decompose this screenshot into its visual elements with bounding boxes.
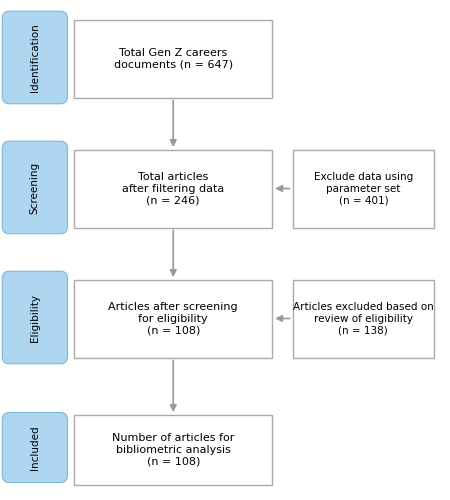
Text: Included: Included bbox=[30, 425, 40, 470]
FancyBboxPatch shape bbox=[2, 141, 68, 234]
Bar bbox=[74, 280, 272, 357]
FancyBboxPatch shape bbox=[2, 11, 68, 104]
Text: Identification: Identification bbox=[30, 23, 40, 92]
Text: Articles after screening
for eligibility
(n = 108): Articles after screening for eligibility… bbox=[108, 302, 238, 336]
Text: Total Gen Z careers
documents (n = 647): Total Gen Z careers documents (n = 647) bbox=[114, 48, 233, 70]
Bar bbox=[74, 20, 272, 98]
Text: Total articles
after filtering data
(n = 246): Total articles after filtering data (n =… bbox=[122, 172, 225, 206]
Bar bbox=[292, 280, 434, 357]
FancyBboxPatch shape bbox=[2, 412, 68, 482]
Bar bbox=[74, 415, 272, 485]
Bar bbox=[292, 150, 434, 228]
Text: Eligibility: Eligibility bbox=[30, 294, 40, 342]
FancyBboxPatch shape bbox=[2, 271, 68, 364]
Text: Number of articles for
bibliometric analysis
(n = 108): Number of articles for bibliometric anal… bbox=[112, 434, 234, 466]
Text: Exclude data using
parameter set
(n = 401): Exclude data using parameter set (n = 40… bbox=[314, 172, 413, 206]
Text: Articles excluded based on
review of eligibility
(n = 138): Articles excluded based on review of eli… bbox=[293, 302, 434, 336]
Text: Screening: Screening bbox=[30, 162, 40, 214]
Bar bbox=[74, 150, 272, 228]
